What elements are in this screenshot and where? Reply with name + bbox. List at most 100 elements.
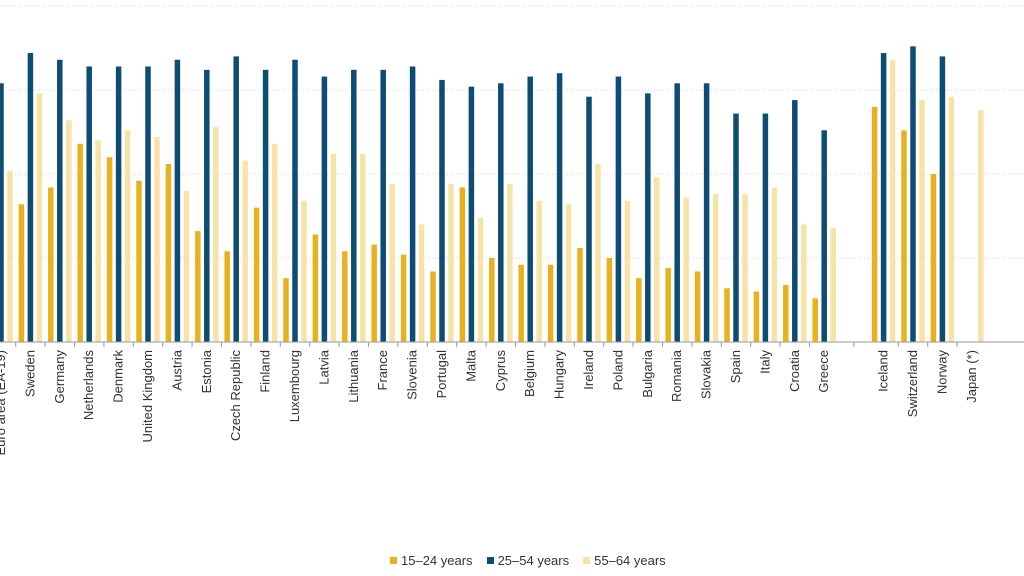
bar-croatia-55-64-years xyxy=(801,224,807,342)
bar-iceland-25-54-years xyxy=(880,53,887,342)
bar-france-55-64-years xyxy=(389,184,395,342)
x-tick-label-hungary: Hungary xyxy=(552,350,567,400)
bar-germany-25-54-years xyxy=(57,59,63,342)
x-tick-label-cyprus: Cyprus xyxy=(493,350,508,392)
bar-czech-republic-15-24-years xyxy=(224,251,230,342)
x-tick-label-sweden: Sweden xyxy=(22,350,37,397)
legend-label-55-64: 55–64 years xyxy=(594,553,666,568)
bar-united-kingdom-15-24-years xyxy=(136,180,142,342)
x-tick-label-switzerland: Switzerland xyxy=(905,350,920,417)
bar-euro-area-ea-19-55-64-years xyxy=(7,170,13,342)
bar-iceland-15-24-years xyxy=(871,106,878,342)
x-tick-label-estonia: Estonia xyxy=(199,349,214,393)
bar-croatia-25-54-years xyxy=(792,100,798,342)
bar-iceland-55-64-years xyxy=(889,59,896,342)
x-tick-label-italy: Italy xyxy=(757,350,772,374)
bar-austria-15-24-years xyxy=(165,163,172,342)
legend-swatch-55-64 xyxy=(583,557,591,564)
bar-cyprus-15-24-years xyxy=(489,258,495,342)
bar-portugal-25-54-years xyxy=(439,79,445,343)
x-tick-label-latvia: Latvia xyxy=(316,349,331,384)
bar-united-kingdom-55-64-years xyxy=(154,137,160,342)
bar-italy-55-64-years xyxy=(771,187,778,342)
x-tick-label-croatia: Croatia xyxy=(787,349,802,392)
x-tick-label-poland: Poland xyxy=(610,350,625,390)
bar-hungary-55-64-years xyxy=(565,204,572,342)
bar-hungary-15-24-years xyxy=(547,264,554,342)
bar-netherlands-25-54-years xyxy=(86,66,92,342)
bar-germany-15-24-years xyxy=(48,187,54,342)
x-tick-label-austria: Austria xyxy=(169,349,184,390)
x-tick-label-portugal: Portugal xyxy=(434,350,449,399)
bar-malta-25-54-years xyxy=(468,86,475,342)
bar-malta-15-24-years xyxy=(459,187,466,342)
bar-sweden-15-24-years xyxy=(18,204,25,342)
bar-estonia-55-64-years xyxy=(213,126,219,343)
bar-slovakia-25-54-years xyxy=(703,83,710,342)
x-tick-label-netherlands: Netherlands xyxy=(81,350,96,421)
bar-romania-15-24-years xyxy=(665,268,671,342)
bar-denmark-25-54-years xyxy=(115,66,122,342)
bar-slovenia-25-54-years xyxy=(409,66,416,342)
bar-spain-55-64-years xyxy=(742,194,748,342)
x-tick-label-bulgaria: Bulgaria xyxy=(640,349,655,397)
x-tick-label-france: France xyxy=(375,350,390,390)
x-tick-label-euro-area-ea-19: Euro area (EA-19) xyxy=(0,350,8,456)
bar-ireland-25-54-years xyxy=(586,96,592,342)
bar-cyprus-25-54-years xyxy=(498,83,504,342)
legend-item-55-64: 55–64 years xyxy=(583,553,666,568)
bar-hungary-25-54-years xyxy=(556,73,563,342)
x-tick-label-japan: Japan (*) xyxy=(964,350,979,403)
bar-austria-55-64-years xyxy=(183,190,190,342)
bar-sweden-55-64-years xyxy=(36,93,43,342)
bar-lithuania-55-64-years xyxy=(360,153,366,342)
bar-euro-area-ea-19-25-54-years xyxy=(0,83,4,342)
bar-latvia-55-64-years xyxy=(330,153,337,342)
bar-slovakia-15-24-years xyxy=(694,271,701,342)
bar-finland-55-64-years xyxy=(271,143,278,342)
bar-portugal-15-24-years xyxy=(430,271,436,342)
bar-croatia-15-24-years xyxy=(783,284,789,342)
legend-label-25-54: 25–54 years xyxy=(497,553,570,568)
bar-belgium-55-64-years xyxy=(536,200,542,342)
x-tick-label-belgium: Belgium xyxy=(522,350,537,397)
bar-poland-25-54-years xyxy=(615,76,622,342)
x-tick-label-luxembourg: Luxembourg xyxy=(287,350,302,422)
legend-item-25-54: 25–54 years xyxy=(486,553,570,568)
bar-germany-55-64-years xyxy=(66,120,72,343)
bar-greece-25-54-years xyxy=(821,130,827,342)
bar-ireland-15-24-years xyxy=(577,247,583,342)
bar-greece-15-24-years xyxy=(812,298,818,342)
bar-slovakia-55-64-years xyxy=(712,194,719,342)
bar-poland-15-24-years xyxy=(606,258,613,342)
x-tick-label-romania: Romania xyxy=(669,349,684,402)
bar-bulgaria-15-24-years xyxy=(636,278,642,342)
bar-luxembourg-15-24-years xyxy=(283,278,289,342)
x-tick-label-denmark: Denmark xyxy=(111,350,126,403)
bar-denmark-15-24-years xyxy=(106,157,113,342)
bar-slovenia-15-24-years xyxy=(400,254,407,342)
x-tick-label-germany: Germany xyxy=(52,350,67,404)
bar-ireland-55-64-years xyxy=(595,163,601,342)
x-tick-label-czech-republic: Czech Republic xyxy=(228,350,243,442)
bar-netherlands-55-64-years xyxy=(95,140,101,342)
bar-spain-25-54-years xyxy=(733,113,739,343)
bar-romania-25-54-years xyxy=(674,83,680,342)
legend-item-15-24: 15–24 years xyxy=(390,553,473,568)
bar-netherlands-15-24-years xyxy=(77,143,83,342)
x-tick-label-malta: Malta xyxy=(463,349,478,382)
legend-swatch-15-24 xyxy=(390,557,397,564)
bar-denmark-55-64-years xyxy=(124,130,131,342)
bar-slovenia-55-64-years xyxy=(418,224,425,342)
bar-malta-55-64-years xyxy=(477,217,484,342)
bar-latvia-25-54-years xyxy=(321,76,328,342)
x-tick-label-norway: Norway xyxy=(934,350,949,395)
x-tick-label-slovenia: Slovenia xyxy=(405,349,420,400)
bar-lithuania-15-24-years xyxy=(342,251,348,342)
bar-switzerland-55-64-years xyxy=(919,100,925,342)
bar-greece-55-64-years xyxy=(830,227,836,342)
bar-norway-15-24-years xyxy=(930,174,937,342)
bar-norway-55-64-years xyxy=(948,96,955,342)
legend-label-15-24: 15–24 years xyxy=(401,553,473,568)
